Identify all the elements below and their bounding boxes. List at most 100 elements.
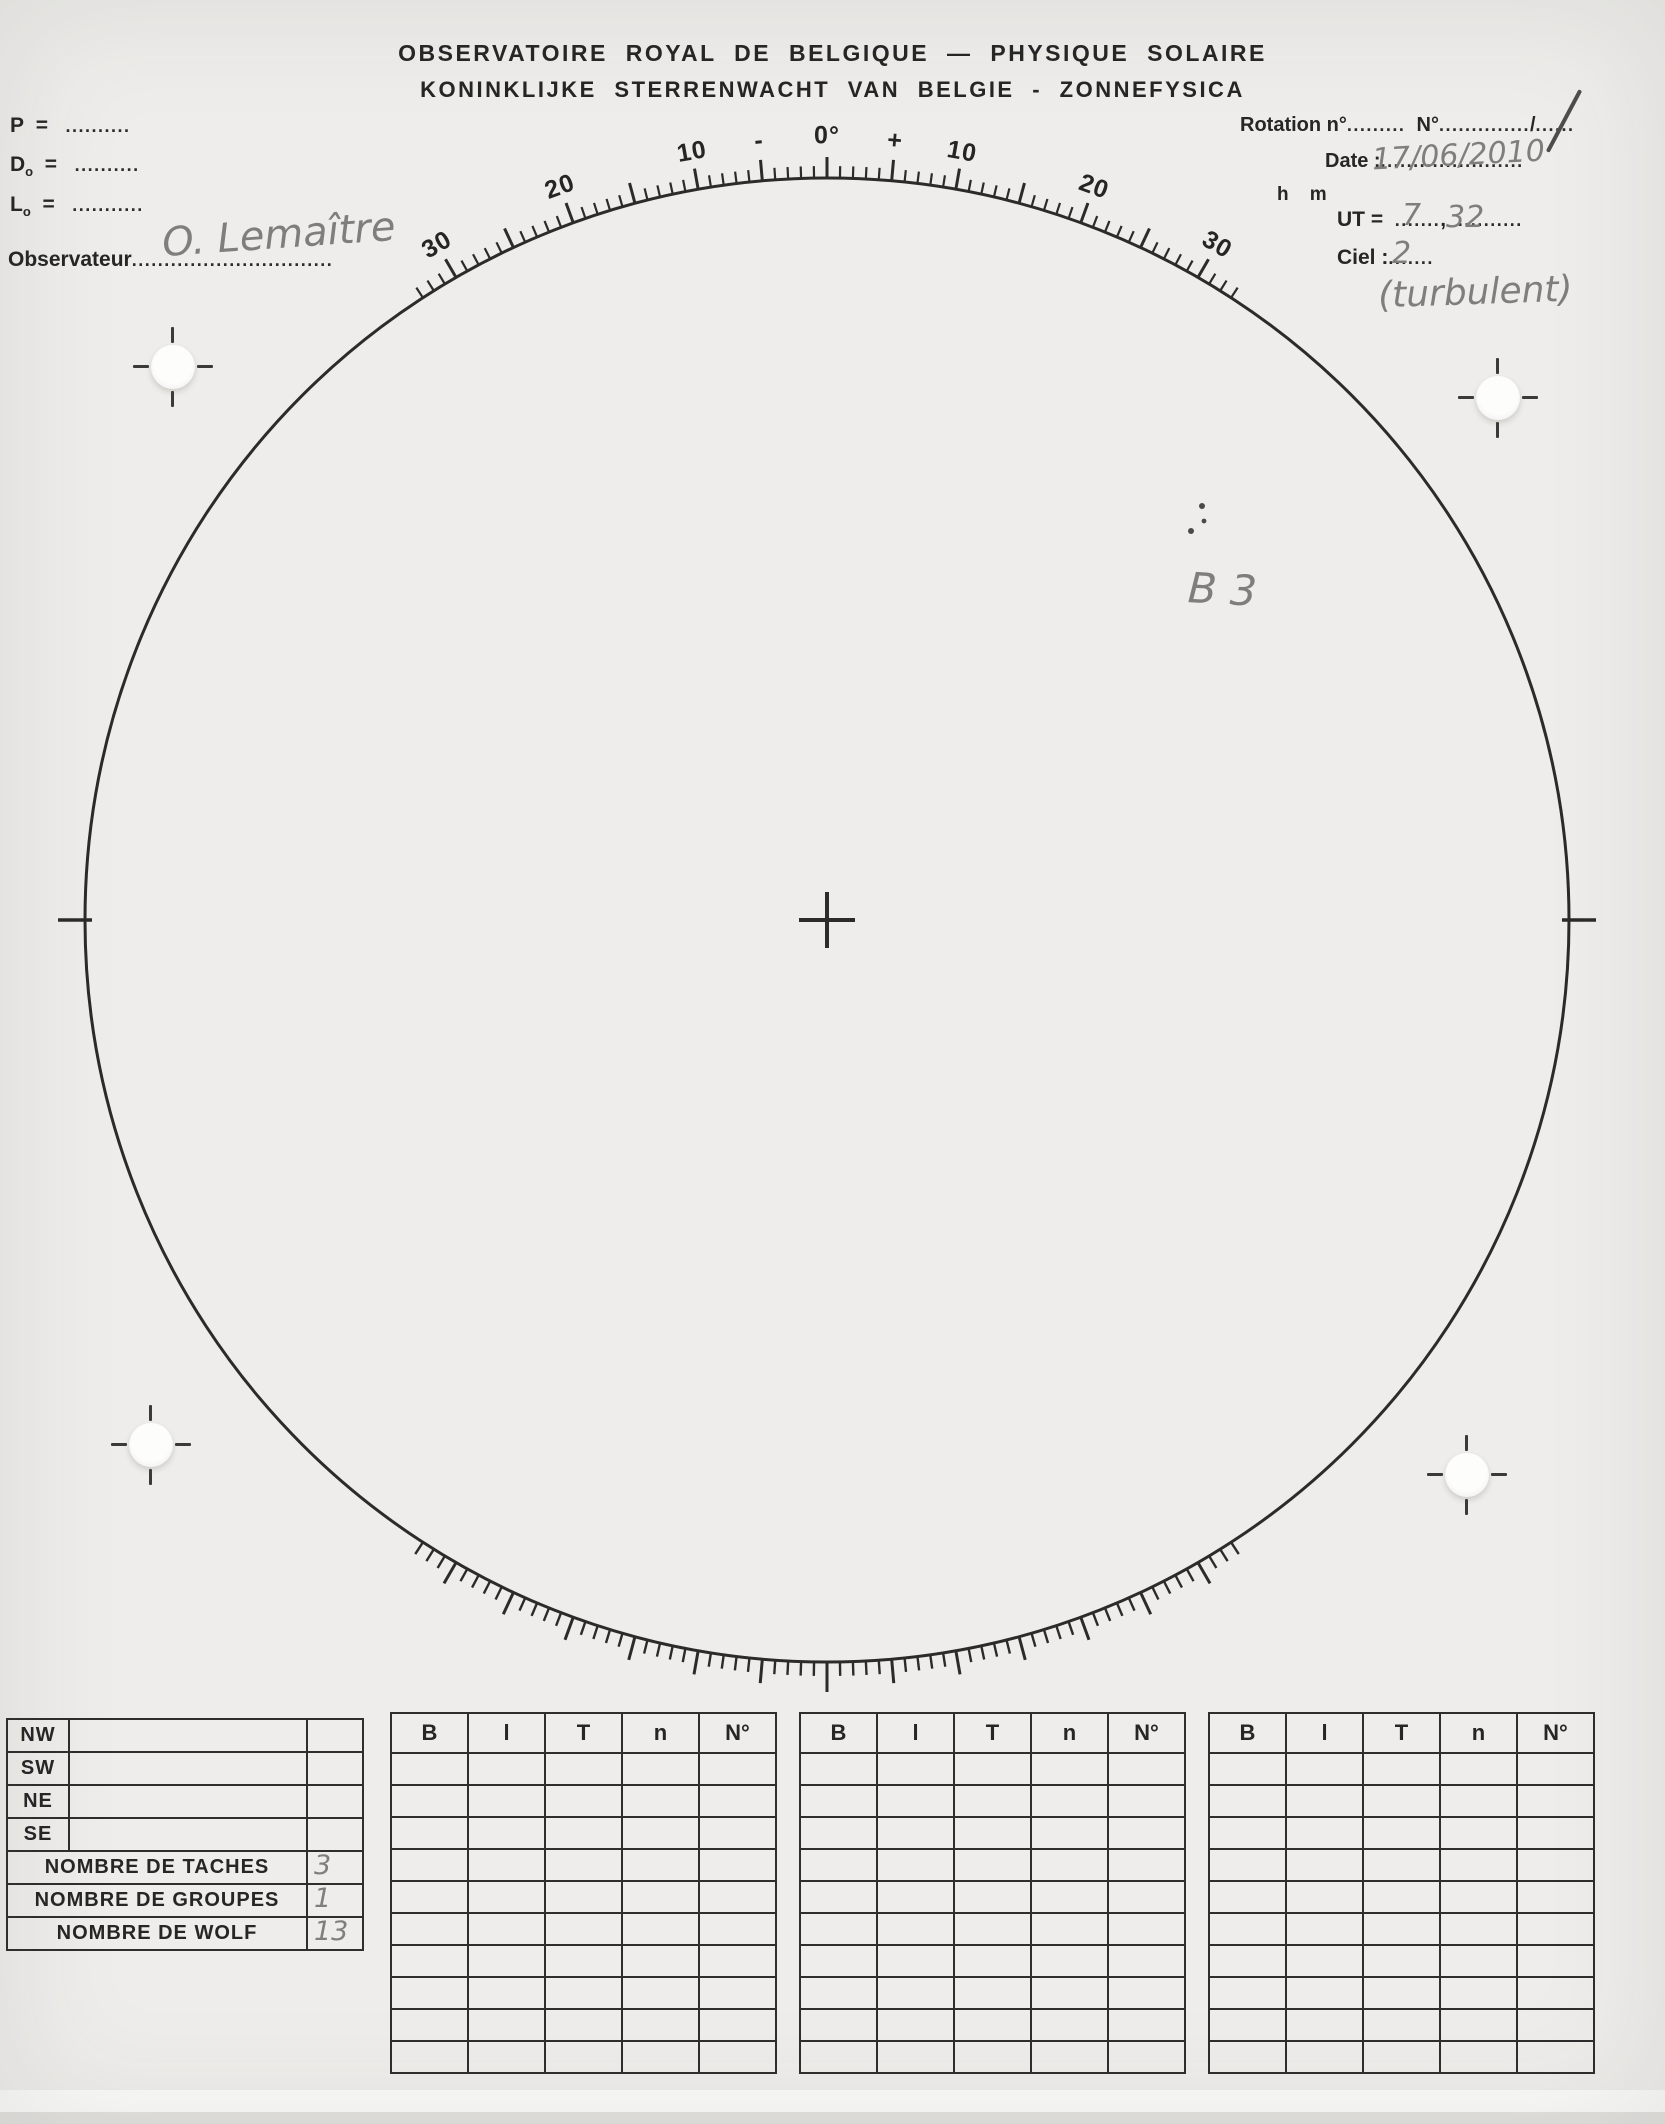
col-header-n: n xyxy=(1439,1712,1518,1754)
table-cell xyxy=(698,2040,777,2074)
l0-field: Lo = ........... xyxy=(10,193,144,219)
col-header-l: l xyxy=(876,1712,955,1754)
table-cell xyxy=(1516,1912,1595,1946)
table-cell xyxy=(1516,2040,1595,2074)
table-cell xyxy=(1107,1976,1186,2010)
table-cell xyxy=(1285,1912,1364,1946)
quadrant-cell xyxy=(68,1784,308,1819)
mark-tick-north xyxy=(171,327,174,343)
l0-subscript: o xyxy=(22,204,31,220)
table-cell xyxy=(1030,1944,1109,1978)
table-cell xyxy=(621,1976,700,2010)
table-cell xyxy=(1362,1880,1441,1914)
number-label: N° xyxy=(1416,114,1439,136)
group-count-value: 1 xyxy=(314,1883,332,1914)
table-row: NOMBRE DE WOLF 13 xyxy=(6,1916,364,1951)
table-row xyxy=(799,1912,1186,1946)
l0-label: L xyxy=(10,193,23,216)
table-cell xyxy=(953,1816,1032,1850)
table-cell xyxy=(876,1976,955,2010)
registration-mark-top-right xyxy=(1458,358,1538,438)
table-cell xyxy=(1208,1976,1287,2010)
table-row xyxy=(799,1784,1186,1818)
table-cell xyxy=(1439,1944,1518,1978)
table-cell xyxy=(698,1912,777,1946)
ut-minutes-dotted-line: .......... xyxy=(1457,210,1523,230)
table-row xyxy=(799,2008,1186,2042)
table-cell xyxy=(799,1816,878,1850)
table-row xyxy=(1208,2040,1595,2074)
mark-tick-east xyxy=(1522,396,1538,399)
table-row: SW xyxy=(6,1751,364,1786)
col-header-l: l xyxy=(467,1712,546,1754)
spot-count-value: 3 xyxy=(314,1850,332,1881)
table-row: NE xyxy=(6,1784,364,1819)
scale-label-10-right: 10 xyxy=(944,135,980,168)
scale-label-10-left: 10 xyxy=(674,135,710,168)
table-cell xyxy=(467,1784,546,1818)
table-cell xyxy=(876,1816,955,1850)
mark-tick-west xyxy=(1458,396,1474,399)
rotation-field: Rotation n°......... N°............../..… xyxy=(1240,114,1575,137)
table-cell xyxy=(1107,1816,1186,1850)
table-cell xyxy=(1362,2008,1441,2042)
table-cell xyxy=(1107,1848,1186,1882)
table-cell xyxy=(953,1752,1032,1786)
table-cell xyxy=(1439,1912,1518,1946)
quadrant-value-cell xyxy=(306,1718,364,1753)
table-cell xyxy=(1516,1976,1595,2010)
table-row xyxy=(390,2040,777,2074)
table-cell xyxy=(621,2008,700,2042)
mark-tick-east xyxy=(175,1443,191,1446)
col-header-n: n xyxy=(621,1712,700,1754)
table-cell xyxy=(1516,1752,1595,1786)
table-cell xyxy=(698,2008,777,2042)
table-cell xyxy=(1516,1944,1595,1978)
table-cell xyxy=(467,1848,546,1882)
table-cell xyxy=(544,2040,623,2074)
rotation-label: Rotation n° xyxy=(1240,114,1347,136)
table-cell xyxy=(799,1880,878,1914)
col-header-no: N° xyxy=(698,1712,777,1754)
table-cell xyxy=(1362,1752,1441,1786)
scale-label-plus: + xyxy=(886,125,905,156)
quadrant-value-cell xyxy=(306,1784,364,1819)
table-cell xyxy=(1285,2008,1364,2042)
table-cell xyxy=(1285,1880,1364,1914)
col-header-b: B xyxy=(390,1712,469,1754)
table-row xyxy=(390,1752,777,1786)
table-cell xyxy=(1208,1848,1287,1882)
table-cell xyxy=(1362,1784,1441,1818)
registration-mark-bottom-right xyxy=(1427,1435,1507,1515)
table-cell xyxy=(1362,1944,1441,1978)
table-row xyxy=(1208,1976,1595,2010)
spot-count-label: NOMBRE DE TACHES xyxy=(6,1850,308,1885)
table-cell xyxy=(1285,1848,1364,1882)
table-row xyxy=(1208,1816,1595,1850)
table-cell xyxy=(698,1848,777,1882)
table-cell xyxy=(390,1976,469,2010)
table-cell xyxy=(467,2008,546,2042)
table-cell xyxy=(1208,1880,1287,1914)
spot-count-cell: 3 xyxy=(306,1850,364,1885)
col-header-t: T xyxy=(1362,1712,1441,1754)
equals-sign: = xyxy=(42,193,55,216)
table-cell xyxy=(1285,1944,1364,1978)
table-cell xyxy=(1285,2040,1364,2074)
table-cell xyxy=(1107,1752,1186,1786)
table-cell xyxy=(621,2040,700,2074)
table-cell xyxy=(1107,1880,1186,1914)
table-cell xyxy=(621,1784,700,1818)
registration-mark-top-left xyxy=(133,327,213,407)
col-header-no: N° xyxy=(1516,1712,1595,1754)
table-row xyxy=(799,2040,1186,2074)
table-cell xyxy=(1439,1976,1518,2010)
table-row xyxy=(390,1944,777,1978)
table-cell xyxy=(1516,1784,1595,1818)
minutes-unit-label: m xyxy=(1309,184,1327,205)
mark-tick-east xyxy=(1491,1473,1507,1476)
table-cell xyxy=(953,1944,1032,1978)
table-row xyxy=(799,1976,1186,2010)
ut-comma: , xyxy=(1440,208,1447,231)
table-cell xyxy=(1030,2008,1109,2042)
